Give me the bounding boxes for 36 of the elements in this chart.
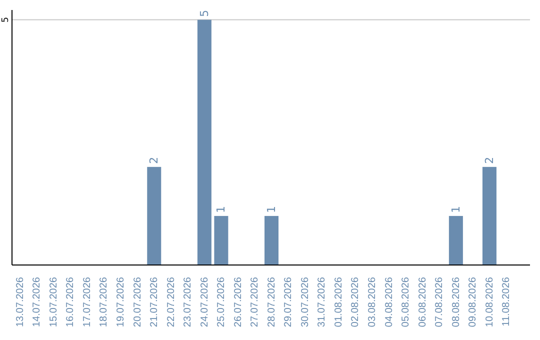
- x-tick-label: 30.07.2026: [300, 276, 311, 328]
- x-tick-label: 20.07.2026: [132, 276, 144, 328]
- x-tick-label: 11.08.2026: [501, 276, 512, 326]
- data-label: 1: [214, 206, 228, 213]
- x-tick-label: 31.07.2026: [316, 276, 328, 328]
- x-tick-label: 15.07.2026: [48, 276, 60, 328]
- x-tick-label: 16.07.2026: [65, 276, 76, 328]
- x-tick-label: 18.07.2026: [98, 276, 110, 328]
- x-tick-label: 09.08.2026: [468, 276, 479, 328]
- x-tick-label: 10.08.2026: [484, 276, 496, 328]
- x-tick-label: 07.08.2026: [434, 276, 446, 328]
- x-tick-label: 03.08.2026: [366, 276, 378, 328]
- x-tick-label: 22.07.2026: [166, 276, 177, 328]
- x-tick-label: 17.07.2026: [82, 276, 93, 328]
- x-tick-label: 29.07.2026: [283, 276, 294, 328]
- data-label: 2: [148, 156, 161, 164]
- x-tick-label: 04.08.2026: [384, 276, 395, 328]
- x-tick-label: 14.07.2026: [32, 276, 43, 328]
- data-label: 1: [265, 206, 278, 213]
- x-tick-label: 01.08.2026: [333, 276, 344, 328]
- x-tick-label: 26.07.2026: [232, 276, 244, 328]
- x-tick-label: 13.07.2026: [14, 276, 26, 328]
- x-tick-label: 23.07.2026: [182, 276, 194, 328]
- x-tick-label: 02.08.2026: [350, 276, 362, 328]
- x-tick-label: 25.07.2026: [216, 276, 228, 328]
- data-label: 5: [198, 10, 211, 17]
- x-tick-label: 19.07.2026: [115, 276, 126, 328]
- data-label: 2: [482, 156, 496, 164]
- x-tick-label: 28.07.2026: [266, 276, 278, 328]
- x-tick-label: 24.07.2026: [199, 276, 210, 328]
- x-tick-label: 08.08.2026: [450, 276, 462, 328]
- x-tick-label: 21.07.2026: [149, 276, 160, 328]
- x-tick-label: 27.07.2026: [250, 276, 261, 328]
- x-tick-label: 06.08.2026: [417, 276, 428, 328]
- x-tick-label: 05.08.2026: [400, 276, 412, 328]
- data-label: 1: [449, 206, 462, 213]
